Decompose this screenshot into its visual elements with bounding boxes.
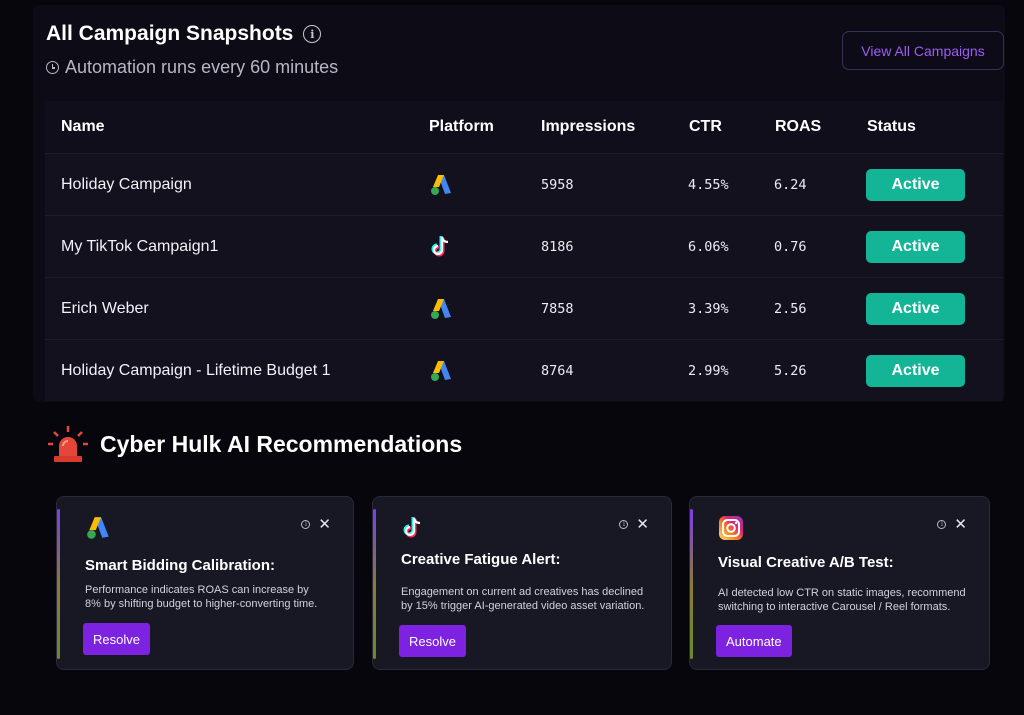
- roas-value: 0.76: [774, 239, 807, 255]
- column-header-status: Status: [867, 118, 916, 135]
- ctr-value: 6.06%: [688, 239, 729, 255]
- recommendation-card: i ✕ Creative Fatigue Alert: Engagement o…: [372, 496, 672, 670]
- table-header: Name Platform Impressions CTR ROAS Statu…: [45, 101, 1003, 154]
- table-row[interactable]: Holiday Campaign 5958 4.55% 6.24 Active: [45, 154, 1003, 216]
- impressions-value: 8764: [541, 363, 574, 379]
- close-icon[interactable]: ✕: [318, 516, 331, 533]
- ctr-value: 4.55%: [688, 177, 729, 193]
- tiktok-icon: [429, 216, 453, 278]
- roas-value: 5.26: [774, 363, 807, 379]
- info-icon[interactable]: i: [303, 25, 322, 43]
- google-ads-icon: [429, 154, 455, 216]
- resolve-button[interactable]: Resolve: [399, 625, 466, 657]
- resolve-button[interactable]: Resolve: [83, 623, 150, 655]
- card-title: Visual Creative A/B Test:: [718, 554, 894, 571]
- instagram-icon: [718, 515, 746, 543]
- google-ads-icon: [429, 340, 455, 402]
- info-icon[interactable]: i: [937, 520, 947, 529]
- automation-subtitle: Automation runs every 60 minutes: [46, 57, 338, 78]
- table-row[interactable]: Erich Weber 7858 3.39% 2.56 Active: [45, 278, 1003, 340]
- impressions-value: 8186: [541, 239, 574, 255]
- recommendations-heading: Cyber Hulk AI Recommendations: [46, 424, 462, 464]
- ctr-value: 2.99%: [688, 363, 729, 379]
- impressions-value: 7858: [541, 301, 574, 317]
- info-icon[interactable]: i: [301, 520, 311, 529]
- card-body: AI detected low CTR on static images, re…: [718, 587, 966, 613]
- ctr-value: 3.39%: [688, 301, 729, 317]
- close-icon[interactable]: ✕: [636, 516, 649, 533]
- column-header-impressions: Impressions: [541, 118, 636, 135]
- automate-button[interactable]: Automate: [716, 625, 792, 657]
- page-title: All Campaign Snapshots i: [46, 22, 322, 46]
- card-title: Creative Fatigue Alert:: [401, 551, 561, 568]
- info-icon[interactable]: i: [619, 520, 629, 529]
- recommendation-card: i ✕ Smart Bidding Calibration: Performan…: [56, 496, 354, 670]
- card-body: Performance indicates ROAS can increase …: [85, 584, 318, 610]
- roas-value: 6.24: [774, 177, 807, 193]
- column-header-platform: Platform: [429, 118, 494, 135]
- recommendation-card: i ✕ Visual Creative A/B Test: AI detecte…: [689, 496, 990, 670]
- close-icon[interactable]: ✕: [954, 516, 967, 533]
- table-row[interactable]: My TikTok Campaign1 8186 6.06% 0.76 Acti…: [45, 216, 1003, 278]
- tiktok-icon: [401, 515, 429, 543]
- campaign-name: Erich Weber: [61, 300, 149, 317]
- card-body: Engagement on current ad creatives has d…: [401, 586, 645, 612]
- card-title: Smart Bidding Calibration:: [85, 557, 276, 574]
- campaign-name: Holiday Campaign - Lifetime Budget 1: [61, 362, 331, 379]
- campaign-name: Holiday Campaign: [61, 176, 192, 193]
- clock-icon: [46, 61, 59, 74]
- campaign-name: My TikTok Campaign1: [61, 238, 219, 255]
- impressions-value: 5958: [541, 177, 574, 193]
- status-badge: Active: [866, 293, 965, 325]
- roas-value: 2.56: [774, 301, 807, 317]
- google-ads-icon: [429, 278, 455, 340]
- column-header-name: Name: [61, 118, 105, 135]
- table-row[interactable]: Holiday Campaign - Lifetime Budget 1 876…: [45, 340, 1003, 402]
- column-header-roas: ROAS: [775, 118, 822, 135]
- status-badge: Active: [866, 231, 965, 263]
- siren-icon: [46, 424, 90, 464]
- column-header-ctr: CTR: [689, 118, 722, 135]
- google-ads-icon: [85, 515, 113, 543]
- status-badge: Active: [866, 355, 965, 387]
- status-badge: Active: [866, 169, 965, 201]
- campaign-table: Name Platform Impressions CTR ROAS Statu…: [45, 101, 1003, 401]
- view-all-campaigns-button[interactable]: View All Campaigns: [842, 31, 1004, 70]
